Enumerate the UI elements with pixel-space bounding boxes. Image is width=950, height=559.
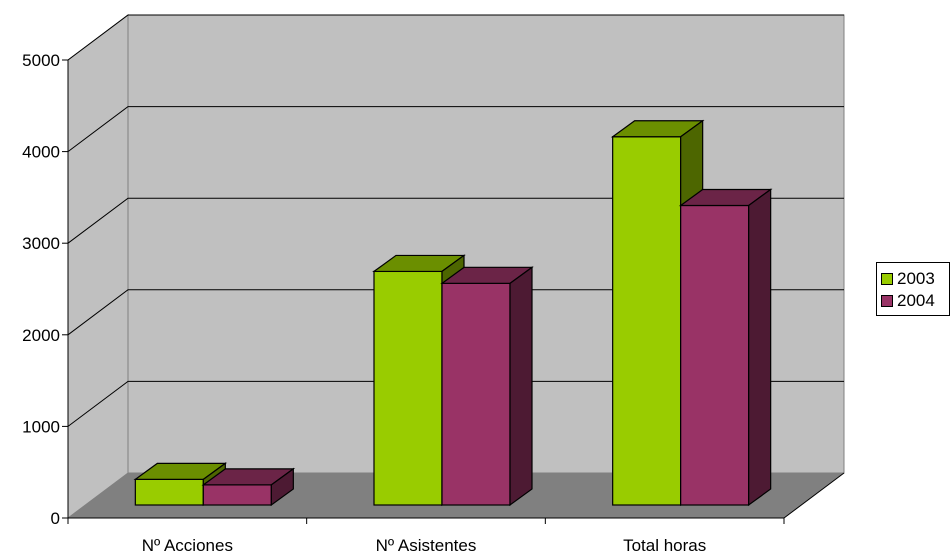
- gridline: [67, 380, 844, 427]
- legend-item-2004: 2004: [881, 291, 935, 310]
- legend-label-2004: 2004: [897, 291, 935, 310]
- floor-edge: [783, 472, 845, 519]
- gridline: [67, 106, 844, 153]
- gridline: [67, 14, 844, 61]
- gridline: [67, 197, 844, 244]
- bar-2004-0: [201, 467, 296, 507]
- legend-item-2003: 2003: [881, 269, 935, 288]
- legend: 2003 2004: [876, 262, 950, 316]
- x-tick-label: Nº Asistentes: [376, 536, 477, 554]
- y-tick-label: 4000: [22, 143, 60, 162]
- bar-2004-2: [678, 188, 773, 507]
- bar-front: [202, 484, 272, 506]
- y-tick-label: 2000: [22, 326, 60, 345]
- bar-side: [270, 467, 294, 507]
- bar-front: [134, 478, 204, 506]
- bar-2004-1: [440, 266, 534, 507]
- y-tick-label: 0: [51, 509, 60, 528]
- bar-side: [748, 188, 772, 507]
- side-wall: [67, 14, 129, 519]
- y-tick-label: 1000: [22, 417, 60, 436]
- gridline: [67, 289, 844, 336]
- legend-label-2003: 2003: [897, 269, 935, 288]
- y-tick-label: 3000: [22, 234, 60, 253]
- bar-front: [441, 282, 511, 506]
- bar-2003-0: [133, 462, 228, 507]
- legend-swatch-2003: [881, 273, 893, 285]
- bar-front: [612, 136, 682, 506]
- x-tick-label: Total horas: [623, 536, 706, 554]
- bar-side: [509, 266, 533, 507]
- legend-swatch-2004: [881, 295, 893, 307]
- bar-front: [373, 270, 443, 506]
- y-tick-label: 5000: [22, 51, 60, 70]
- bar-front: [680, 204, 750, 506]
- x-tick-label: Nº Acciones: [142, 536, 233, 554]
